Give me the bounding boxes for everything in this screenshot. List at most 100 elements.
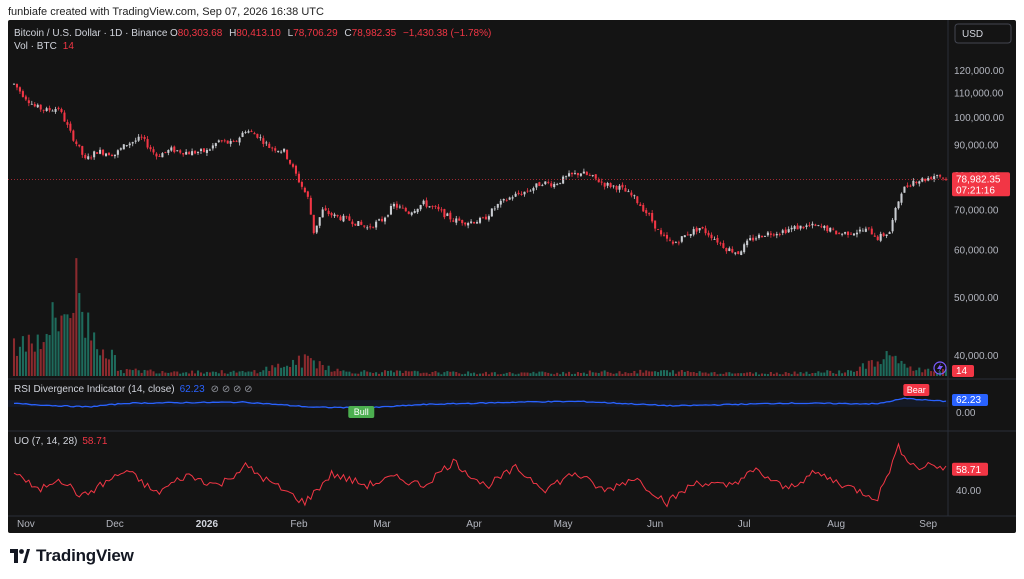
candle <box>185 149 188 155</box>
volume-bar <box>30 343 33 376</box>
tradingview-logo[interactable]: TradingView <box>10 546 134 566</box>
time-tick-label: Sep <box>919 519 937 530</box>
candle <box>467 221 470 229</box>
volume-bar <box>766 374 769 376</box>
volume-bar <box>737 373 740 376</box>
candle <box>754 236 758 241</box>
volume-bar <box>570 374 574 376</box>
volume-bar <box>342 370 345 376</box>
candle <box>698 227 701 234</box>
volume-bar <box>894 355 897 376</box>
chart-frame[interactable]: 120,000.00 110,000.00 100,000.00 90,000.00 8… <box>8 20 1016 533</box>
candle <box>363 225 366 229</box>
volume-bar <box>425 372 428 376</box>
volume-bar <box>42 342 45 376</box>
volume-bar <box>847 370 850 376</box>
volume-bar <box>734 373 737 376</box>
candle <box>594 174 597 181</box>
candle <box>214 142 217 149</box>
volume-bar <box>562 371 565 376</box>
time-tick-label: Mar <box>373 519 391 530</box>
candle <box>268 141 271 149</box>
candle <box>873 232 876 237</box>
price-tick-label: 70,000.00 <box>954 206 999 217</box>
volume-bar <box>645 370 648 376</box>
currency-button[interactable] <box>954 23 1012 44</box>
volume-bar <box>565 373 568 376</box>
volume-bar <box>936 373 939 376</box>
volume-bar <box>752 373 755 376</box>
candle <box>182 152 185 157</box>
lightning-icon[interactable] <box>933 361 947 375</box>
candle <box>39 104 42 112</box>
volume-bar <box>48 335 51 376</box>
volume-bar <box>119 370 122 376</box>
volume-bar <box>81 311 84 376</box>
candle <box>90 155 93 160</box>
candle <box>170 145 173 152</box>
candle <box>654 220 657 232</box>
candle <box>772 232 775 237</box>
volume-bar <box>39 349 42 376</box>
candle <box>357 221 360 227</box>
candle <box>695 226 698 235</box>
candle <box>835 230 838 235</box>
volume-legend: Vol · BTC 14 <box>14 41 74 52</box>
volume-bar <box>722 373 725 376</box>
candle <box>66 119 69 128</box>
candle <box>140 134 143 140</box>
candle <box>87 153 90 160</box>
candle <box>743 242 746 254</box>
candle <box>265 140 268 146</box>
candle <box>760 235 764 238</box>
volume-bar <box>78 293 81 376</box>
volume-bar <box>443 372 446 376</box>
volume-bar <box>900 360 903 376</box>
volume-bar <box>33 351 36 376</box>
candle <box>817 224 820 227</box>
volume-bar <box>93 332 96 376</box>
volume-bar <box>170 372 173 376</box>
volume-bar <box>398 370 401 376</box>
volume-bar <box>280 367 283 376</box>
volume-bar <box>128 369 131 376</box>
volume-bar <box>924 369 927 376</box>
candle <box>431 205 434 210</box>
price-chart[interactable]: 120,000.00 110,000.00 100,000.00 90,000.00 8… <box>8 20 1016 533</box>
volume-bar <box>57 331 60 376</box>
volume-bar <box>921 372 924 376</box>
volume-bars <box>12 258 948 376</box>
candle <box>493 206 496 211</box>
volume-bar <box>306 355 309 376</box>
volume-bar <box>808 373 811 376</box>
candle <box>481 216 485 219</box>
volume-bar <box>505 372 508 376</box>
candle <box>838 231 841 235</box>
candle <box>220 139 223 143</box>
candle <box>42 109 45 114</box>
volume-bar <box>475 374 479 376</box>
candle <box>161 152 164 158</box>
volume-bar <box>66 314 69 376</box>
volume-bar <box>541 371 544 376</box>
volume-bar <box>621 373 624 376</box>
time-tick-label: Apr <box>466 519 482 530</box>
candle <box>63 110 66 122</box>
volume-bar <box>888 355 891 376</box>
volume-bar <box>630 373 633 376</box>
volume-bar <box>588 370 591 376</box>
candle <box>288 159 292 165</box>
candle <box>547 180 550 185</box>
candle <box>381 216 384 223</box>
rsi-panel: Bull Bear 62.23 0.00 <box>8 384 988 419</box>
chart-caption: funbiafe created with TradingView.com, S… <box>8 6 324 18</box>
bear-divergence-tag <box>903 384 930 396</box>
volume-bar <box>318 361 321 376</box>
candle <box>440 207 443 213</box>
volume-bar <box>654 371 657 376</box>
candle <box>152 146 155 155</box>
volume-bar <box>861 363 864 376</box>
candle <box>33 102 36 108</box>
volume-bar <box>357 373 360 376</box>
candle <box>36 103 39 108</box>
